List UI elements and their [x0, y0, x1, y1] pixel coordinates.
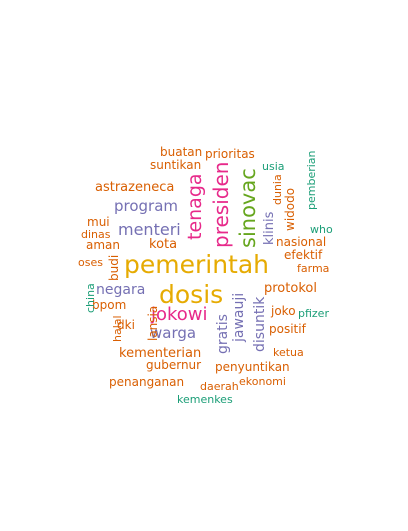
word-prioritas: prioritas: [205, 147, 255, 161]
word-klinis: klinis: [262, 211, 277, 245]
word-disuntik: disuntik: [252, 296, 268, 352]
word-mui: mui: [87, 215, 110, 229]
word-farma: farma: [297, 262, 330, 275]
word-china: china: [84, 283, 97, 313]
word-daerah: daerah: [200, 380, 239, 393]
word-penanganan: penanganan: [109, 375, 185, 389]
word-pemberian: pemberian: [305, 150, 318, 210]
word-program: program: [114, 197, 179, 215]
word-joko: joko: [271, 304, 296, 318]
word-penyuntikan: penyuntikan: [215, 360, 290, 374]
word-bpom: bpom: [92, 298, 127, 312]
word-positif: positif: [269, 322, 306, 336]
word-usia: usia: [262, 160, 285, 173]
word-who: who: [310, 223, 333, 236]
word-negara: negara: [96, 282, 146, 298]
word-aman: aman: [86, 238, 121, 252]
word-gubernur: gubernur: [146, 358, 202, 372]
word-buatan: buatan: [160, 145, 203, 159]
word-pfizer: pfizer: [298, 307, 329, 320]
word-protokol: protokol: [264, 281, 317, 296]
word-dosis: dosis: [159, 280, 224, 309]
word-kementerian: kementerian: [119, 346, 202, 361]
word-warga: warga: [150, 324, 197, 342]
word-ekonomi: ekonomi: [239, 375, 286, 388]
word-kota: kota: [149, 237, 178, 252]
word-dki: dki: [117, 318, 135, 332]
word-tenaga: tenaga: [184, 173, 206, 240]
word-kemenkes: kemenkes: [177, 393, 233, 406]
word-ketua: ketua: [273, 346, 304, 359]
word-nasional: nasional: [276, 235, 327, 249]
word-presiden: presiden: [209, 161, 233, 248]
word-astrazeneca: astrazeneca: [95, 180, 175, 195]
word-menteri: menteri: [118, 220, 181, 239]
word-gratis: gratis: [215, 314, 231, 354]
word-widodo: widodo: [283, 187, 297, 231]
word-efektif: efektif: [284, 248, 323, 262]
word-lansia: lansia: [146, 305, 160, 341]
word-dunia: dunia: [271, 174, 284, 205]
word-budi: budi: [107, 254, 121, 281]
word-suntikan: suntikan: [150, 158, 202, 172]
word-oses: oses: [78, 256, 103, 269]
word-dinas: dinas: [81, 228, 111, 241]
word-jawauji: jawauji: [231, 292, 247, 342]
word-sinovac: sinovac: [236, 168, 260, 248]
word-jokowi: jokowi: [151, 304, 208, 325]
word-pemerintah: pemerintah: [124, 250, 270, 279]
